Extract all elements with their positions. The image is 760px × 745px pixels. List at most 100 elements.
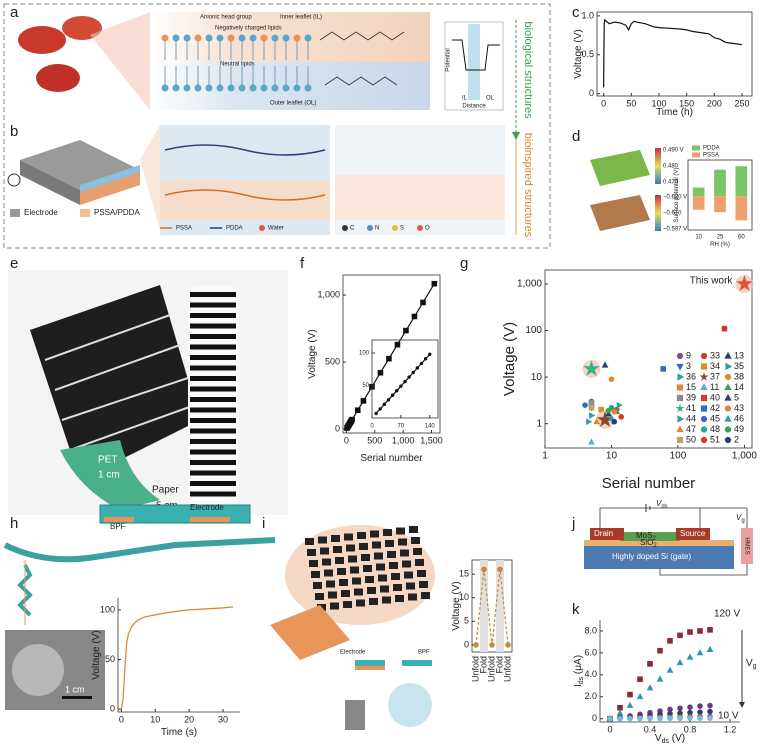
label-part: ds [662,738,670,745]
y-tick-label: 5 [464,616,469,626]
legend-label: 39 [686,392,696,402]
panel-d-art [590,148,661,231]
cell [311,571,320,578]
label-part: V [746,658,753,669]
marker [707,627,713,633]
label-part: I [573,684,584,687]
lipid-head [304,84,312,92]
plot-frame [371,339,439,419]
marker [582,402,588,408]
marker [637,715,643,722]
lipid-head [238,84,246,92]
x-tick-label: Unfold [486,656,496,682]
legend-swatch [692,152,700,158]
cell [346,544,355,552]
marker [676,658,684,666]
legend-label: 13 [734,350,744,360]
cell [402,560,411,568]
label: Vds [656,499,668,509]
marker [676,363,684,371]
label-part: Voltage (V) [91,630,102,679]
label: Electrode [340,650,366,656]
marker [700,383,708,391]
axis-label: Voltage (V) [307,329,318,378]
panel-label: j [571,515,575,532]
plot-frame [471,559,513,653]
marker [489,642,495,648]
marker [605,407,612,414]
marker [637,676,643,683]
legend-swatch [692,145,700,151]
legend-label: Water [268,226,284,232]
cell [315,593,324,600]
lipid-head [249,34,257,42]
lipid-head [260,84,268,92]
legend-label: PSSA [176,226,192,232]
x-tick-label: 0.4 [644,724,657,734]
cell [396,527,405,535]
cell [409,526,418,533]
marker [390,393,395,397]
marker [616,401,623,409]
marker [431,280,438,287]
marker [724,351,732,359]
x-tick-label: 60 [738,235,745,241]
label: SiO [640,538,653,547]
cell [330,602,339,610]
cell [307,549,316,556]
marker [687,629,693,635]
arrow-head [739,702,745,708]
stripe [190,397,236,402]
cell [421,592,430,599]
y-tick-label: 0 [592,713,597,723]
cell [383,529,392,536]
stripe [190,302,236,308]
label: V [656,499,662,508]
x-tick-label: Unfold [470,656,480,682]
legend-label: 33 [710,350,720,360]
marker [394,341,401,348]
y-tick-label: 50 [362,383,369,389]
y-tick-label: 100 [359,351,370,357]
marker [700,426,708,433]
marker [676,384,684,391]
cell [395,595,404,602]
x-tick-label: 150 [679,98,694,108]
panel-a-art [18,12,504,111]
cell [359,543,368,550]
cell [305,538,314,545]
marker [605,410,612,417]
marker [386,398,391,402]
plot-frame [596,11,753,97]
label: Outer leaflet (OL) [270,101,316,107]
colorbar-label: 0.490 V [663,148,684,154]
label-part: Time (s) [161,727,197,738]
label: OL [486,96,495,102]
marker [583,360,600,377]
y-tick-label: 2.0 [584,691,597,701]
axis-label: Vg [746,658,757,670]
marker [697,628,703,634]
marker [667,638,673,644]
legend-label: 14 [734,382,744,392]
marker [395,389,399,393]
x-tick-label: Fold [494,656,504,674]
marker [707,708,713,715]
cell [370,530,379,538]
y-tick-label: 4.0 [584,669,597,679]
label-part: ds [578,676,585,684]
legend-label: 46 [734,413,744,423]
y-tick-label: 10 [531,372,543,383]
marker [660,366,667,372]
marker [657,715,663,722]
panel-label: k [572,601,580,618]
legend-label: 43 [734,403,744,413]
marker [724,436,732,444]
marker [354,407,361,414]
legend-label: 48 [710,424,720,434]
marker [617,715,623,722]
panel-label: h [10,515,18,532]
marker [377,369,384,376]
band [496,560,504,652]
